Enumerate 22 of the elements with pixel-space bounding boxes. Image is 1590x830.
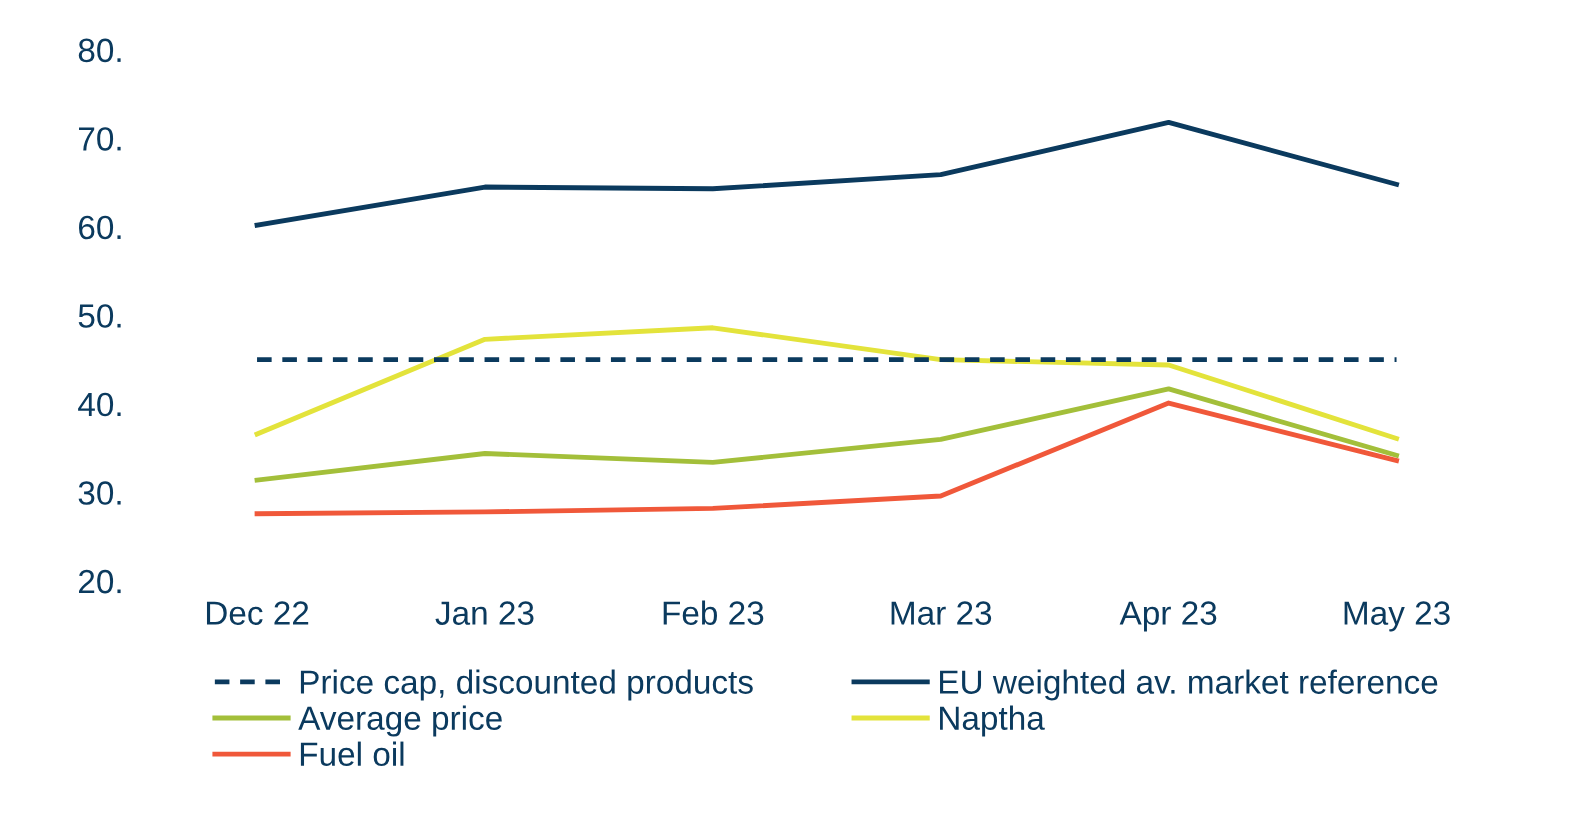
y-tick-label: 20. xyxy=(79,569,121,594)
legend-label: Fuel oil xyxy=(300,741,404,767)
y-tick-label: 60. xyxy=(79,215,121,240)
line-series xyxy=(254,325,1399,441)
y-tick-label: 80. xyxy=(78,38,121,63)
y-tick-label: 70. xyxy=(79,127,121,151)
line-series xyxy=(254,400,1399,517)
legend-label: EU weighted av. market reference xyxy=(940,669,1438,701)
y-tick-label: 40. xyxy=(78,392,121,417)
line-series xyxy=(254,386,1399,483)
legend-label: Average price xyxy=(298,705,502,737)
x-tick-label: Mar 23 xyxy=(891,601,992,625)
y-tick-label: 30. xyxy=(78,481,121,505)
legend-label: Naptha xyxy=(940,705,1045,737)
x-tick-label: Feb 23 xyxy=(663,600,764,625)
legend-label: Price cap, discounted products xyxy=(300,669,753,701)
x-tick-label: May 23 xyxy=(1344,601,1450,632)
line-series xyxy=(254,119,1399,228)
x-tick-label: Dec 22 xyxy=(206,601,309,625)
x-tick-label: Apr 23 xyxy=(1119,601,1217,632)
x-tick-label: Jan 23 xyxy=(435,601,534,625)
y-tick-label: 50. xyxy=(78,304,121,328)
